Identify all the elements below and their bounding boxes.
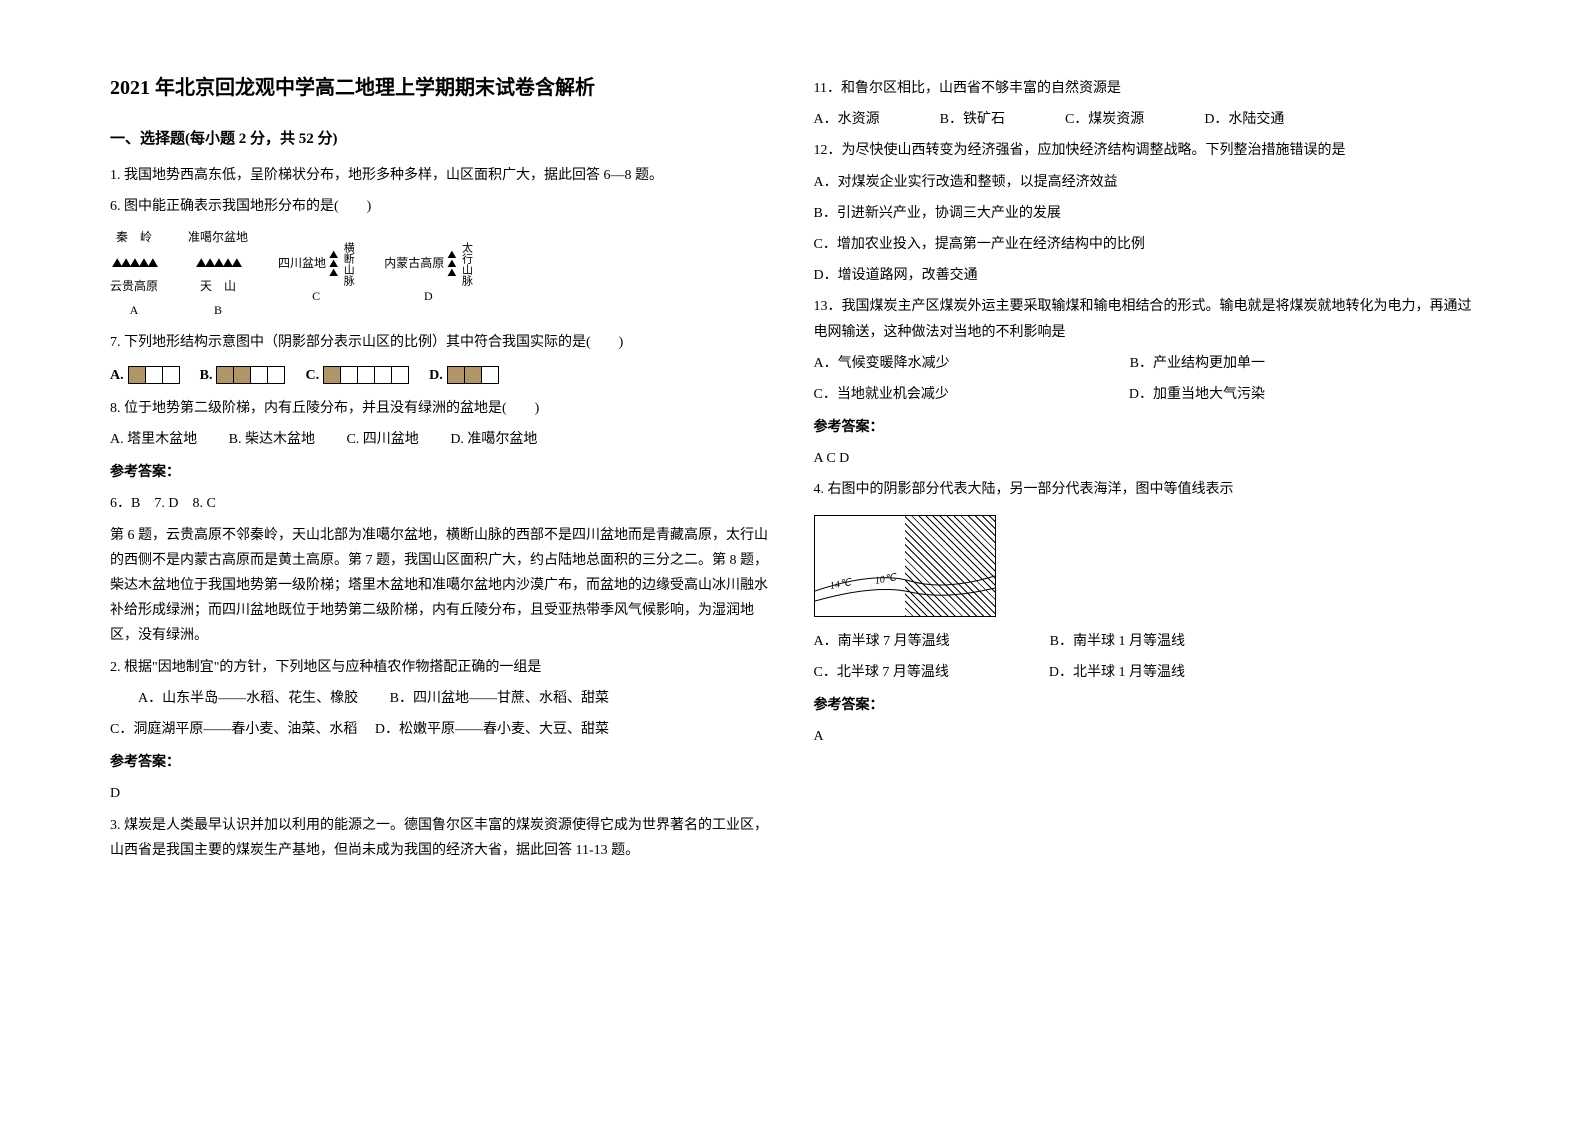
diag-d-mid: 太行山脉 — [460, 242, 472, 286]
diagram-a: 秦 岭 ⛰⛰⛰⛰⛰ 云贵高原 A — [110, 227, 158, 321]
q7-option-c: C. — [305, 363, 409, 388]
q4-text: 4. 右图中的阴影部分代表大陆，另一部分代表海洋，图中等值线表示 — [814, 477, 1478, 502]
q7-text: 7. 下列地形结构示意图中（阴影部分表示山区的比例）其中符合我国实际的是( ) — [110, 330, 774, 355]
q4-opt-d: D．北半球 1 月等温线 — [1049, 660, 1185, 685]
q13-opts-row1: A．气候变暖降水减少 B．产业结构更加单一 — [814, 351, 1478, 376]
map-temp-label-1: 14℃ — [828, 574, 852, 595]
q6-text: 6. 图中能正确表示我国地形分布的是( ) — [110, 194, 774, 219]
diag-a-bottom: 云贵高原 — [110, 276, 158, 298]
q8-opt-b: B. 柴达木盆地 — [229, 432, 315, 447]
q7-options-row: A. B. C. D. — [110, 363, 774, 388]
q7-b-label: B. — [200, 363, 213, 388]
diag-b-top: 准噶尔盆地 — [188, 227, 248, 249]
left-column: 2021 年北京回龙观中学高二地理上学期期末试卷含解析 一、选择题(每小题 2 … — [90, 70, 794, 1082]
diag-b-bottom: 天 山 — [200, 276, 236, 298]
q13-opt-d: D．加重当地大气污染 — [1129, 382, 1265, 407]
q7-b-strip — [216, 366, 285, 384]
answer-label-4: 参考答案： — [814, 693, 1478, 718]
diagram-b: 准噶尔盆地 ⛰⛰⛰⛰⛰ 天 山 B — [188, 227, 248, 321]
q12-text: 12．为尽快使山西转变为经济强省，应加快经济结构调整战略。下列整治措施错误的是 — [814, 138, 1478, 163]
diag-d-left: 内蒙古高原 — [384, 253, 444, 275]
exam-title: 2021 年北京回龙观中学高二地理上学期期末试卷含解析 — [110, 70, 774, 106]
q12-opt-c: C．增加农业投入，提高第一产业在经济结构中的比例 — [814, 232, 1478, 257]
q4-opt-b: B．南半球 1 月等温线 — [1050, 629, 1185, 654]
q7-c-strip — [323, 366, 409, 384]
map-temp-label-2: 10℃ — [873, 569, 897, 590]
q8-opt-a: A. 塔里木盆地 — [110, 432, 197, 447]
q11-text: 11．和鲁尔区相比，山西省不够丰富的自然资源是 — [814, 76, 1478, 101]
answer-label-3: 参考答案： — [814, 415, 1478, 440]
q13-opt-c: C．当地就业机会减少 — [814, 382, 949, 407]
q13-opts-row2: C．当地就业机会减少 D．加重当地大气污染 — [814, 382, 1478, 407]
q1-intro: 1. 我国地势西高东低，呈阶梯状分布，地形多种多样，山区面积广大，据此回答 6—… — [110, 163, 774, 188]
diag-b-label: B — [214, 300, 222, 322]
right-column: 11．和鲁尔区相比，山西省不够丰富的自然资源是 A．水资源 B．铁矿石 C．煤炭… — [794, 70, 1498, 1082]
q4-opt-a: A．南半球 7 月等温线 — [814, 629, 950, 654]
isotherm-map: 14℃ 10℃ — [814, 515, 996, 617]
diagram-c: 四川盆地 ⛰⛰⛰ 横断山脉 C — [278, 242, 354, 308]
diagram-d: 内蒙古高原 ⛰⛰⛰ 太行山脉 D — [384, 242, 472, 308]
q11-opt-c: C．煤炭资源 — [1065, 107, 1144, 132]
explanation-1: 第 6 题，云贵高原不邻秦岭，天山北部为准噶尔盆地，横断山脉的西部不是四川盆地而… — [110, 523, 774, 649]
q7-a-strip — [128, 366, 180, 384]
diag-c-label: C — [278, 286, 354, 308]
q12-opt-a: A．对煤炭企业实行改造和整顿，以提高经济效益 — [814, 170, 1478, 195]
section-heading: 一、选择题(每小题 2 分，共 52 分) — [110, 126, 774, 153]
answer-4: A — [814, 724, 1478, 749]
q11-opt-b: B．铁矿石 — [940, 107, 1005, 132]
diag-c-left: 四川盆地 — [278, 253, 326, 275]
answer-label-1: 参考答案： — [110, 460, 774, 485]
q8-text: 8. 位于地势第二级阶梯，内有丘陵分布，并且没有绿洲的盆地是( ) — [110, 396, 774, 421]
answer-3: A C D — [814, 446, 1478, 471]
q7-option-a: A. — [110, 363, 180, 388]
q11-options: A．水资源 B．铁矿石 C．煤炭资源 D．水陆交通 — [814, 107, 1478, 132]
q2-opt-d: D．松嫩平原——春小麦、大豆、甜菜 — [375, 722, 609, 737]
diag-c-mid: 横断山脉 — [342, 242, 354, 286]
terrain-diagram-row: 秦 岭 ⛰⛰⛰⛰⛰ 云贵高原 A 准噶尔盆地 ⛰⛰⛰⛰⛰ 天 山 B 四川盆地 … — [110, 227, 774, 321]
diag-a-label: A — [130, 300, 139, 322]
exam-page: 2021 年北京回龙观中学高二地理上学期期末试卷含解析 一、选择题(每小题 2 … — [0, 0, 1587, 1122]
q2-opt-b: B．四川盆地——甘蔗、水稻、甜菜 — [390, 691, 609, 706]
q13-opt-a: A．气候变暖降水减少 — [814, 351, 950, 376]
answer-label-2: 参考答案： — [110, 750, 774, 775]
answer-2: D — [110, 781, 774, 806]
q3-intro: 3. 煤炭是人类最早认识并加以利用的能源之一。德国鲁尔区丰富的煤炭资源使得它成为… — [110, 813, 774, 863]
q2-opt-a: A．山东半岛——水稻、花生、橡胶 — [138, 691, 358, 706]
answer-1: 6．B 7. D 8. C — [110, 491, 774, 516]
q2-opts-row2: C．洞庭湖平原——春小麦、油菜、水稻 D．松嫩平原——春小麦、大豆、甜菜 — [110, 717, 774, 742]
q7-d-label: D. — [429, 363, 443, 388]
q2-text: 2. 根据"因地制宜"的方针，下列地区与应种植农作物搭配正确的一组是 — [110, 655, 774, 680]
q8-opt-c: C. 四川盆地 — [346, 432, 418, 447]
q13-text: 13．我国煤炭主产区煤炭外运主要采取输煤和输电相结合的形式。输电就是将煤炭就地转… — [814, 294, 1478, 344]
q12-opt-d: D．增设道路网，改善交通 — [814, 263, 1478, 288]
q2-opt-c: C．洞庭湖平原——春小麦、油菜、水稻 — [110, 722, 357, 737]
q4-opt-c: C．北半球 7 月等温线 — [814, 660, 949, 685]
q11-opt-d: D．水陆交通 — [1204, 107, 1284, 132]
diag-d-mountains-icon: ⛰⛰⛰ — [446, 250, 458, 277]
diag-d-label: D — [384, 286, 472, 308]
diag-a-mountains: ⛰⛰⛰⛰⛰ — [112, 251, 157, 274]
q4-opts-row2: C．北半球 7 月等温线 D．北半球 1 月等温线 — [814, 660, 1478, 685]
q8-options: A. 塔里木盆地 B. 柴达木盆地 C. 四川盆地 D. 准噶尔盆地 — [110, 427, 774, 452]
q12-opt-b: B．引进新兴产业，协调三大产业的发展 — [814, 201, 1478, 226]
q7-d-strip — [447, 366, 499, 384]
q8-opt-d: D. 准噶尔盆地 — [450, 432, 537, 447]
q11-opt-a: A．水资源 — [814, 107, 880, 132]
diag-a-top: 秦 岭 — [116, 227, 152, 249]
q13-opt-b: B．产业结构更加单一 — [1130, 351, 1265, 376]
q7-option-b: B. — [200, 363, 286, 388]
diag-b-mountains: ⛰⛰⛰⛰⛰ — [196, 251, 241, 274]
q7-a-label: A. — [110, 363, 124, 388]
q7-option-d: D. — [429, 363, 499, 388]
q4-opts-row1: A．南半球 7 月等温线 B．南半球 1 月等温线 — [814, 629, 1478, 654]
q7-c-label: C. — [305, 363, 319, 388]
q2-opts-row1: A．山东半岛——水稻、花生、橡胶 B．四川盆地——甘蔗、水稻、甜菜 — [110, 686, 774, 711]
diag-c-mountains-icon: ⛰⛰⛰ — [328, 250, 340, 277]
